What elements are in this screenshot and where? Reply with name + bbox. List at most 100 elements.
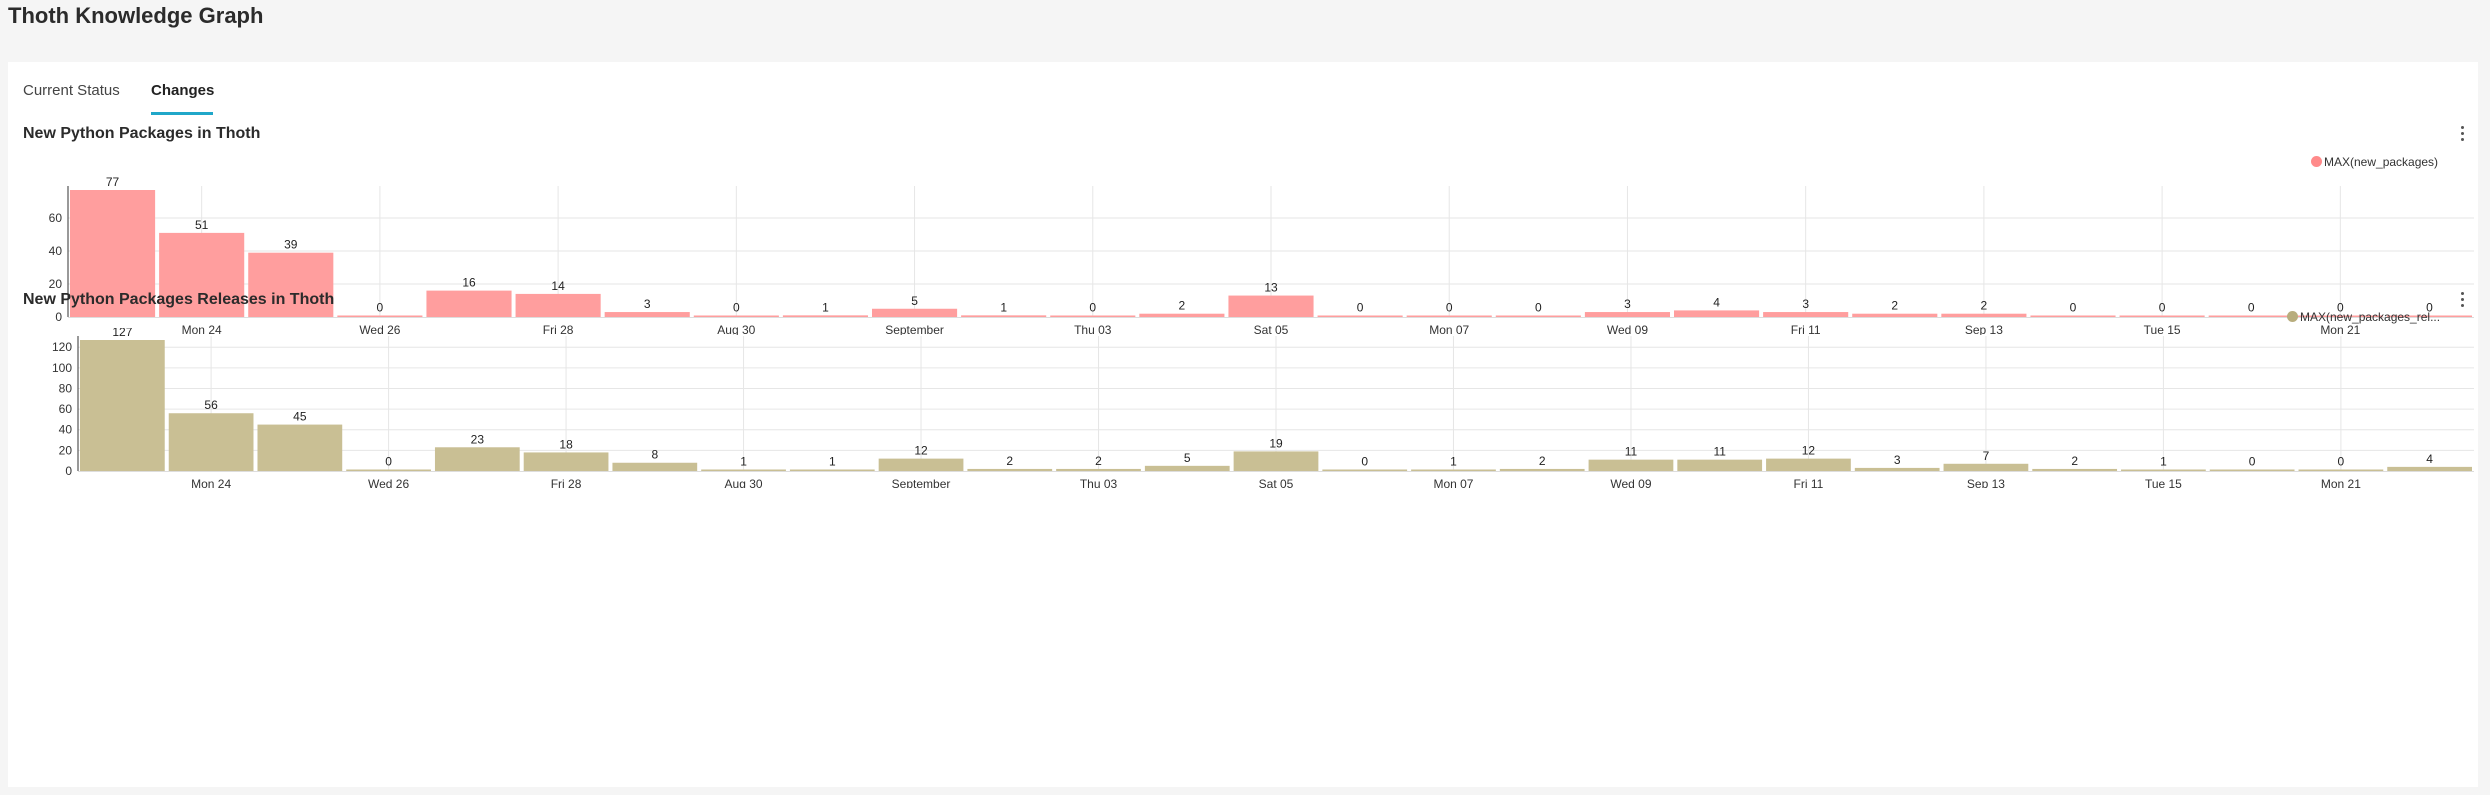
- data-label: 2: [2071, 454, 2078, 468]
- data-label: 0: [385, 455, 392, 469]
- data-label: 0: [2338, 455, 2345, 469]
- bar: [701, 469, 786, 471]
- chart-menu-icon[interactable]: [2457, 125, 2469, 145]
- y-tick-label: 40: [59, 423, 73, 437]
- x-tick-label: Wed 09: [1610, 477, 1651, 488]
- data-label: 14: [551, 279, 565, 293]
- data-label: 23: [471, 432, 485, 446]
- data-label: 1: [740, 455, 747, 469]
- data-label: 4: [1713, 295, 1720, 309]
- data-label: 12: [1802, 444, 1816, 458]
- x-tick-label: Fri 11: [1791, 323, 1821, 335]
- bar: [2298, 469, 2384, 471]
- x-tick-label: Sat 05: [1259, 477, 1294, 488]
- app-title: Thoth Knowledge Graph: [8, 3, 264, 28]
- active-tab-indicator: [151, 112, 213, 115]
- bar: [434, 447, 520, 471]
- data-label: 13: [1264, 281, 1278, 295]
- x-tick-label: Thu 03: [1080, 477, 1118, 488]
- chart-menu-icon[interactable]: [2457, 291, 2469, 311]
- bar: [1406, 315, 1492, 317]
- data-label: 51: [195, 218, 209, 232]
- bar: [1411, 469, 1496, 471]
- data-label: 5: [911, 294, 918, 308]
- data-label: 0: [1535, 301, 1542, 315]
- x-tick-label: Aug 30: [725, 477, 763, 488]
- data-label: 3: [1802, 297, 1809, 311]
- x-tick-label: Wed 26: [368, 477, 409, 488]
- y-tick-label: 20: [49, 277, 63, 291]
- data-label: 11: [1713, 445, 1726, 459]
- legend-label: MAX(new_packages_rel...: [2300, 310, 2441, 324]
- bar: [2387, 466, 2472, 471]
- y-tick-label: 40: [49, 244, 63, 258]
- chart-legend[interactable]: MAX(new_packages): [2311, 155, 2438, 169]
- bar: [2121, 469, 2206, 471]
- data-label: 0: [1357, 301, 1364, 315]
- chart-title-new-releases: New Python Packages Releases in Thoth: [23, 291, 335, 308]
- bar: [1056, 468, 1141, 471]
- data-label: 2: [1095, 454, 1102, 468]
- bar: [961, 315, 1047, 317]
- dashboard-panel: Current Status Changes New Python Packag…: [8, 62, 2478, 787]
- bar: [2030, 315, 2116, 317]
- bar: [1763, 312, 1849, 317]
- x-tick-label: Fri 28: [551, 477, 582, 488]
- legend-circle-icon: [2287, 311, 2298, 322]
- bar: [2297, 315, 2383, 317]
- bar: [1854, 467, 1940, 471]
- x-tick-label: Mon 21: [2321, 477, 2361, 488]
- data-label: 3: [644, 297, 651, 311]
- y-tick-label: 80: [59, 381, 73, 395]
- bar: [426, 290, 512, 317]
- bar: [2032, 468, 2118, 471]
- data-label: 3: [1624, 297, 1631, 311]
- x-tick-label: Mon 07: [1429, 323, 1469, 335]
- data-label: 127: [112, 328, 132, 339]
- bar: [1322, 469, 1408, 471]
- data-label: 0: [2070, 301, 2077, 315]
- x-tick-label: Thu 03: [1074, 323, 1112, 335]
- bar: [159, 232, 245, 317]
- bar: [168, 413, 254, 471]
- bar: [1588, 459, 1674, 471]
- bar: [1144, 465, 1230, 471]
- x-tick-label: Wed 09: [1607, 323, 1648, 335]
- data-label: 1: [829, 455, 836, 469]
- data-label: 19: [1269, 436, 1283, 450]
- x-tick-label: Fri 11: [1794, 477, 1824, 488]
- y-tick-label: 100: [52, 361, 72, 375]
- bar: [612, 462, 698, 471]
- data-label: 0: [377, 301, 384, 315]
- bar: [80, 340, 165, 471]
- y-tick-label: 60: [59, 402, 73, 416]
- chart-legend[interactable]: MAX(new_packages_rel...: [2287, 310, 2440, 324]
- x-tick-label: Mon 07: [1433, 477, 1473, 488]
- x-tick-label: Tue 15: [2144, 323, 2181, 335]
- bar: [693, 315, 779, 317]
- data-label: 11: [1625, 445, 1638, 459]
- data-label: 1: [1000, 300, 1007, 314]
- x-tick-label: Mon 21: [2320, 323, 2360, 335]
- bar: [2119, 315, 2205, 317]
- data-label: 77: [106, 175, 120, 189]
- y-tick-label: 0: [65, 464, 72, 478]
- x-tick-label: Tue 15: [2145, 477, 2182, 488]
- tab-current-status[interactable]: Current Status: [23, 82, 120, 99]
- data-label: 8: [651, 448, 658, 462]
- bar: [878, 458, 964, 471]
- legend-label: MAX(new_packages): [2324, 155, 2439, 169]
- bar: [248, 252, 334, 317]
- data-label: 56: [204, 398, 218, 412]
- bar: [346, 469, 431, 471]
- tab-changes[interactable]: Changes: [151, 82, 215, 99]
- bar: [2209, 469, 2295, 471]
- bar: [1233, 451, 1319, 471]
- bar: [70, 190, 156, 317]
- data-label: 16: [462, 276, 476, 290]
- bar: [789, 469, 875, 471]
- bar: [604, 312, 690, 317]
- bar: [872, 308, 958, 317]
- data-label: 2: [1981, 299, 1988, 313]
